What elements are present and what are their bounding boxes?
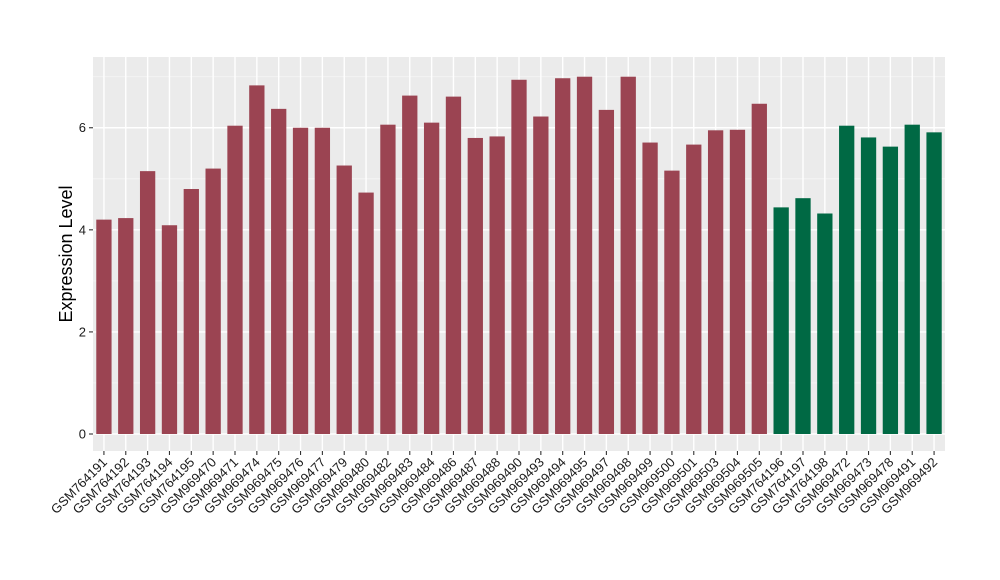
bar-GSM764198 xyxy=(817,213,833,434)
y-tick-label: 2 xyxy=(79,324,86,339)
bar-GSM969472 xyxy=(839,125,855,435)
bars xyxy=(96,76,942,435)
bar-GSM969482 xyxy=(380,124,396,434)
bar-GSM969473 xyxy=(860,137,877,434)
bar-GSM969486 xyxy=(445,96,462,434)
bar-GSM969484 xyxy=(423,122,440,435)
bar-GSM969503 xyxy=(707,130,724,434)
bar-GSM969487 xyxy=(467,137,483,434)
bar-GSM969476 xyxy=(292,127,309,435)
bar-GSM764191 xyxy=(96,219,112,434)
bar-GSM969474 xyxy=(249,85,265,434)
bar-GSM969500 xyxy=(664,170,680,434)
x-axis-ticks: GSM764191GSM764192GSM764193GSM764194GSM7… xyxy=(48,451,940,517)
bar-GSM969491 xyxy=(904,124,920,434)
bar-GSM969483 xyxy=(402,95,418,435)
bar-GSM764197 xyxy=(795,198,811,434)
bar-GSM969477 xyxy=(314,127,331,435)
bar-GSM764193 xyxy=(139,171,156,435)
bar-GSM969471 xyxy=(227,125,243,435)
bar-GSM969501 xyxy=(686,144,702,434)
bar-GSM969490 xyxy=(511,79,527,435)
bar-GSM969497 xyxy=(598,109,615,435)
bar-GSM969499 xyxy=(642,142,658,434)
bar-GSM969470 xyxy=(205,168,221,435)
bar-GSM969488 xyxy=(489,136,505,435)
bar-GSM969498 xyxy=(620,76,636,434)
bar-GSM969495 xyxy=(576,76,593,434)
bar-GSM969492 xyxy=(926,132,942,435)
bar-GSM764194 xyxy=(161,225,178,434)
bar-GSM969504 xyxy=(729,129,746,435)
y-axis-title: Expression Level xyxy=(56,185,76,322)
y-tick-label: 0 xyxy=(79,427,86,442)
bar-GSM969475 xyxy=(271,108,287,435)
y-tick-label: 6 xyxy=(79,120,86,135)
y-tick-label: 4 xyxy=(79,222,86,237)
bar-GSM969479 xyxy=(336,165,352,434)
bar-GSM969494 xyxy=(555,78,571,434)
bar-GSM969478 xyxy=(882,146,899,434)
bar-GSM969505 xyxy=(751,103,767,434)
y-axis-ticks: 0 2 4 6 xyxy=(79,120,93,442)
bar-GSM969480 xyxy=(358,192,374,434)
bar-GSM764192 xyxy=(118,218,134,434)
bar-GSM764196 xyxy=(773,207,789,434)
bar-GSM764195 xyxy=(183,188,199,434)
bar-GSM969493 xyxy=(533,116,549,434)
